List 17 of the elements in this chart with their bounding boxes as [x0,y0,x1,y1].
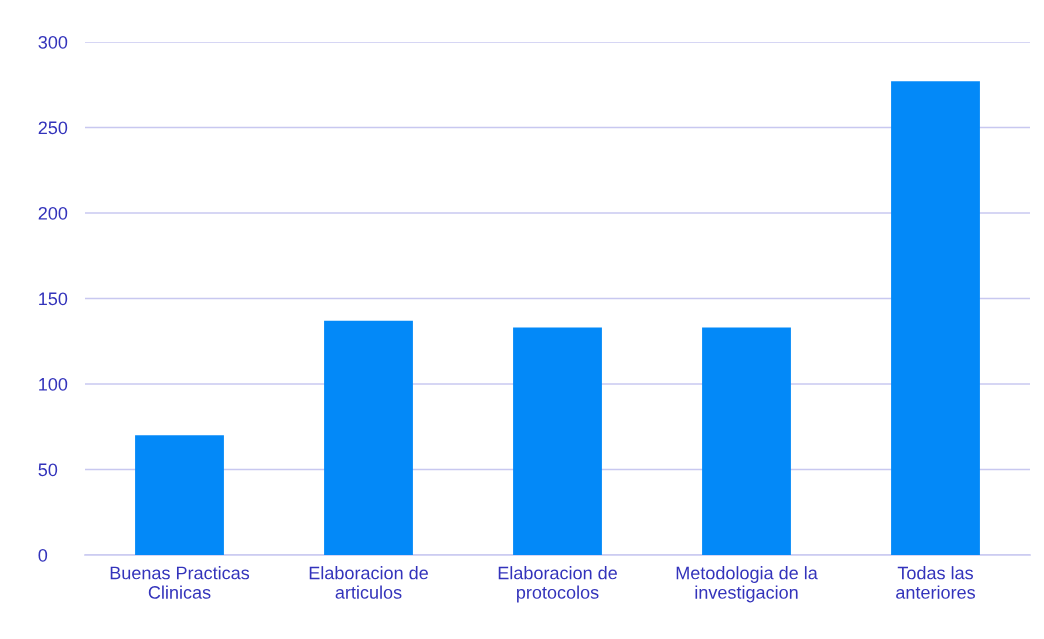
y-tick-label: 300 [38,35,68,49]
x-tick-label: Elaboracion de protocolos [498,566,617,603]
bar [135,435,224,555]
y-tick-label: 150 [39,292,68,306]
y-tick-label: 200 [38,206,68,220]
y-tick-label: 50 [38,463,58,477]
bar [324,320,413,555]
bar [513,327,602,555]
y-tick-label: 250 [38,121,68,135]
y-tick-label: 100 [39,377,68,391]
bar [702,327,791,555]
x-tick-label: Elaboracion de articulos [309,566,428,599]
x-tick-label: Todas las anteriores [896,566,975,599]
x-tick-label: Metodologia de la investigacion [676,566,818,603]
bar [891,81,980,555]
x-tick-label: Buenas Practicas Clinicas [110,566,250,599]
y-tick-label: 0 [38,548,48,562]
